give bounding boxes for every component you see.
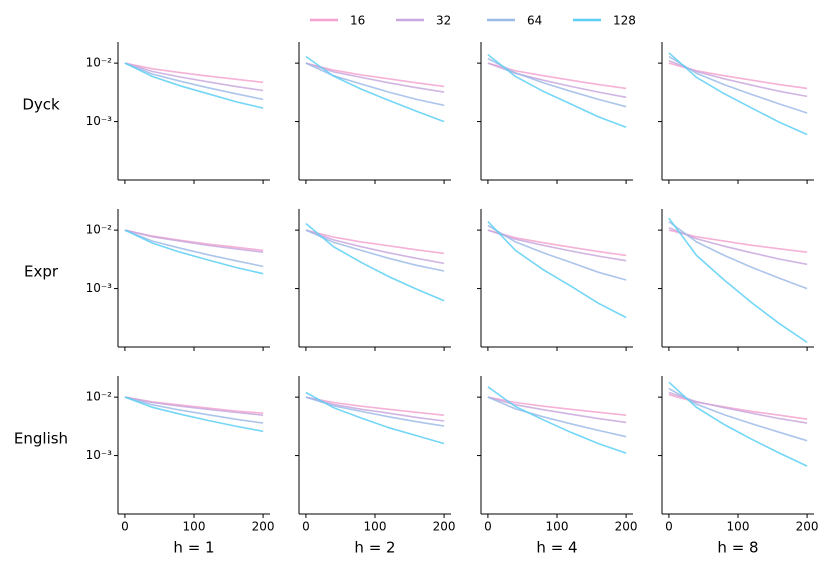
series-line <box>668 217 808 344</box>
y-tick-label: 10⁻³ <box>86 281 113 295</box>
series-line <box>668 226 808 266</box>
column-label: h = 8 <box>717 539 758 557</box>
series-line <box>305 229 445 265</box>
series-line <box>124 229 264 275</box>
x-tick-label: 200 <box>252 520 275 534</box>
x-tick-label: 0 <box>665 520 673 534</box>
x-tick-label: 200 <box>433 520 456 534</box>
series-line <box>487 229 627 257</box>
series-line <box>668 393 808 420</box>
x-tick-label: 0 <box>484 520 492 534</box>
series-line <box>487 229 627 262</box>
series-line <box>487 224 627 281</box>
column-label: h = 1 <box>173 539 214 557</box>
x-tick-label: 0 <box>302 520 310 534</box>
series-line <box>668 381 808 467</box>
series-line <box>305 62 445 93</box>
series-line <box>124 229 264 253</box>
series-line <box>487 396 627 438</box>
series-line <box>305 55 445 123</box>
series-line <box>124 62 264 84</box>
series-line <box>668 52 808 136</box>
row-label: Expr <box>24 263 59 281</box>
series-line <box>305 229 445 255</box>
series-line <box>668 62 808 90</box>
series-line <box>668 391 808 424</box>
series-line <box>668 229 808 253</box>
y-tick-label: 10⁻² <box>86 390 113 404</box>
x-tick-label: 100 <box>183 520 206 534</box>
x-tick-label: 200 <box>796 520 819 534</box>
legend-label: 16 <box>350 14 365 28</box>
column-label: h = 2 <box>354 539 395 557</box>
row-label: Dyck <box>22 96 60 114</box>
series-line <box>487 62 627 99</box>
series-line <box>487 53 627 128</box>
series-line <box>305 391 445 445</box>
legend-label: 64 <box>527 14 542 28</box>
series-line <box>305 396 445 416</box>
series-line <box>668 387 808 442</box>
series-line <box>124 62 264 92</box>
legend-label: 128 <box>613 14 636 28</box>
y-tick-label: 10⁻² <box>86 56 113 70</box>
series-line <box>305 62 445 88</box>
x-tick-label: 100 <box>364 520 387 534</box>
series-line <box>487 57 627 108</box>
series-line <box>305 222 445 302</box>
series-line <box>124 396 264 416</box>
x-tick-label: 100 <box>546 520 569 534</box>
series-line <box>487 386 627 454</box>
y-tick-label: 10⁻² <box>86 223 113 237</box>
y-tick-label: 10⁻³ <box>86 114 113 128</box>
series-line <box>487 396 627 416</box>
series-line <box>305 396 445 422</box>
series-line <box>124 396 264 433</box>
series-line <box>124 229 264 268</box>
series-line <box>487 62 627 90</box>
x-tick-label: 0 <box>121 520 129 534</box>
series-line <box>487 221 627 319</box>
series-line <box>124 396 264 424</box>
series-line <box>668 220 808 290</box>
legend-label: 32 <box>436 14 451 28</box>
x-tick-label: 100 <box>727 520 750 534</box>
series-line <box>305 229 445 272</box>
x-tick-label: 200 <box>615 520 638 534</box>
column-label: h = 4 <box>536 539 577 557</box>
y-tick-label: 10⁻³ <box>86 448 113 462</box>
series-line <box>668 55 808 114</box>
row-label: English <box>14 430 68 448</box>
series-line <box>124 62 264 101</box>
series-line <box>124 62 264 109</box>
